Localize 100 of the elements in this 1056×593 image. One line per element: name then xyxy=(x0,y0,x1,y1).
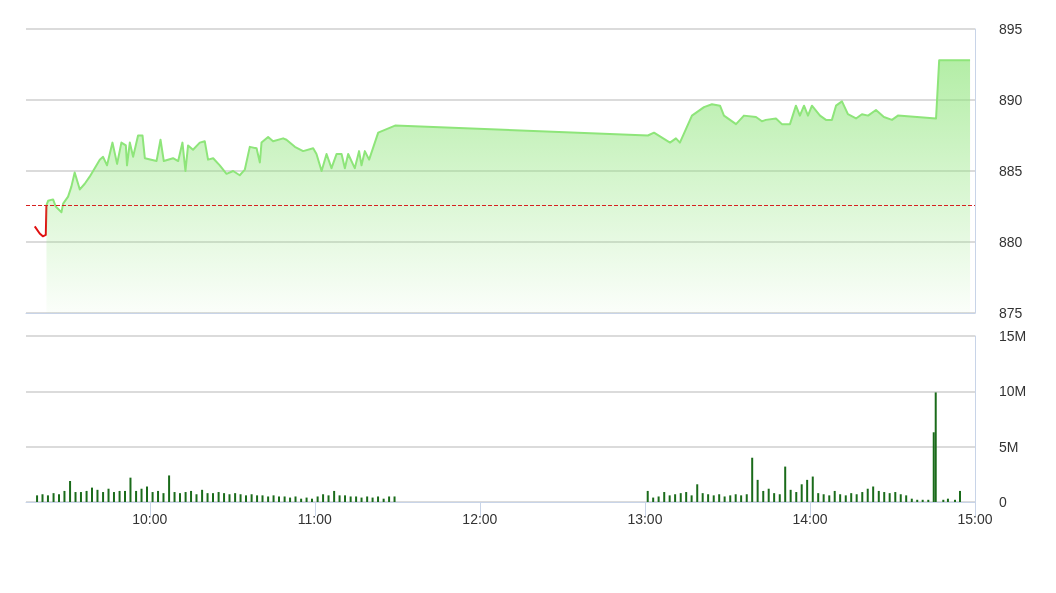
bar xyxy=(239,494,242,502)
bar xyxy=(338,495,341,502)
bar xyxy=(723,496,726,502)
bar xyxy=(124,490,127,502)
bar xyxy=(217,492,220,502)
bar xyxy=(833,490,836,502)
bar xyxy=(195,494,198,502)
bar xyxy=(102,492,105,502)
bar xyxy=(206,493,209,502)
bar xyxy=(839,494,842,502)
y-tick-label: 0 xyxy=(999,494,1007,510)
bar xyxy=(756,479,759,502)
bar xyxy=(393,496,396,502)
bar xyxy=(657,496,660,502)
y-tick-label: 875 xyxy=(999,305,1023,321)
y-tick-label: 895 xyxy=(999,21,1023,37)
bar xyxy=(934,392,937,502)
bar xyxy=(888,493,891,502)
bar xyxy=(762,490,765,502)
x-tick-label: 15:00 xyxy=(957,511,993,527)
bar xyxy=(942,499,945,502)
bar xyxy=(850,493,853,502)
bar xyxy=(734,494,737,502)
bar xyxy=(36,495,39,502)
bar xyxy=(190,490,193,502)
bar xyxy=(866,488,869,502)
bar xyxy=(294,496,297,502)
bar xyxy=(184,492,187,502)
bar xyxy=(899,494,902,502)
bar xyxy=(828,495,831,502)
bar xyxy=(173,492,176,502)
bar xyxy=(58,494,61,502)
bar xyxy=(712,495,715,502)
bar xyxy=(800,484,803,502)
bar xyxy=(140,488,143,502)
bar xyxy=(85,490,88,502)
bar xyxy=(822,494,825,502)
y-tick-label: 5M xyxy=(999,438,1019,455)
bar xyxy=(740,495,743,502)
bar xyxy=(327,495,330,502)
bar xyxy=(201,489,204,502)
bar xyxy=(267,496,270,502)
bar xyxy=(256,495,259,502)
bar xyxy=(250,494,253,502)
bar xyxy=(366,496,369,502)
bar xyxy=(894,492,897,502)
bar xyxy=(79,492,82,502)
bar xyxy=(283,496,286,502)
bar xyxy=(96,489,99,502)
bar xyxy=(112,492,115,502)
bar xyxy=(685,492,688,502)
bar xyxy=(795,492,798,502)
x-tick-label: 10:00 xyxy=(132,511,168,527)
bar xyxy=(668,495,671,502)
bar xyxy=(261,495,264,502)
bar xyxy=(333,490,336,502)
bar xyxy=(784,466,787,502)
bar xyxy=(674,494,677,502)
bar xyxy=(718,494,721,502)
bar xyxy=(751,457,754,502)
bar xyxy=(178,493,181,502)
bar xyxy=(872,486,875,502)
bar xyxy=(41,494,44,502)
x-tick-label: 11:00 xyxy=(297,511,333,527)
bar xyxy=(129,477,132,502)
bar xyxy=(773,493,776,502)
bar xyxy=(861,492,864,502)
x-tick-label: 13:00 xyxy=(627,511,663,527)
bar xyxy=(905,495,908,502)
bar xyxy=(778,494,781,502)
bar xyxy=(811,476,814,502)
bar xyxy=(696,484,699,502)
bar xyxy=(223,493,226,502)
bar xyxy=(958,490,961,502)
bar xyxy=(316,496,319,502)
bar xyxy=(954,499,957,502)
x-tick-label: 12:00 xyxy=(462,511,498,527)
bar xyxy=(46,495,49,502)
bar xyxy=(168,475,171,502)
y-tick-label: 15M xyxy=(999,328,1027,344)
bar xyxy=(877,490,880,502)
bar xyxy=(344,495,347,502)
bar xyxy=(349,496,352,502)
bar xyxy=(701,493,704,502)
y-tick-label: 890 xyxy=(999,92,1023,108)
bar xyxy=(211,493,214,502)
bar xyxy=(789,489,792,502)
bar xyxy=(729,495,732,502)
bar xyxy=(228,494,231,502)
y-tick-label: 885 xyxy=(999,163,1023,179)
bar xyxy=(52,493,55,502)
bar xyxy=(916,499,919,502)
bar xyxy=(355,496,358,502)
y-tick-label: 10M xyxy=(999,383,1027,400)
bar xyxy=(817,493,820,502)
bar xyxy=(844,495,847,502)
bar xyxy=(377,496,380,502)
bar xyxy=(91,487,94,502)
bar xyxy=(646,490,649,502)
bar xyxy=(745,494,748,502)
